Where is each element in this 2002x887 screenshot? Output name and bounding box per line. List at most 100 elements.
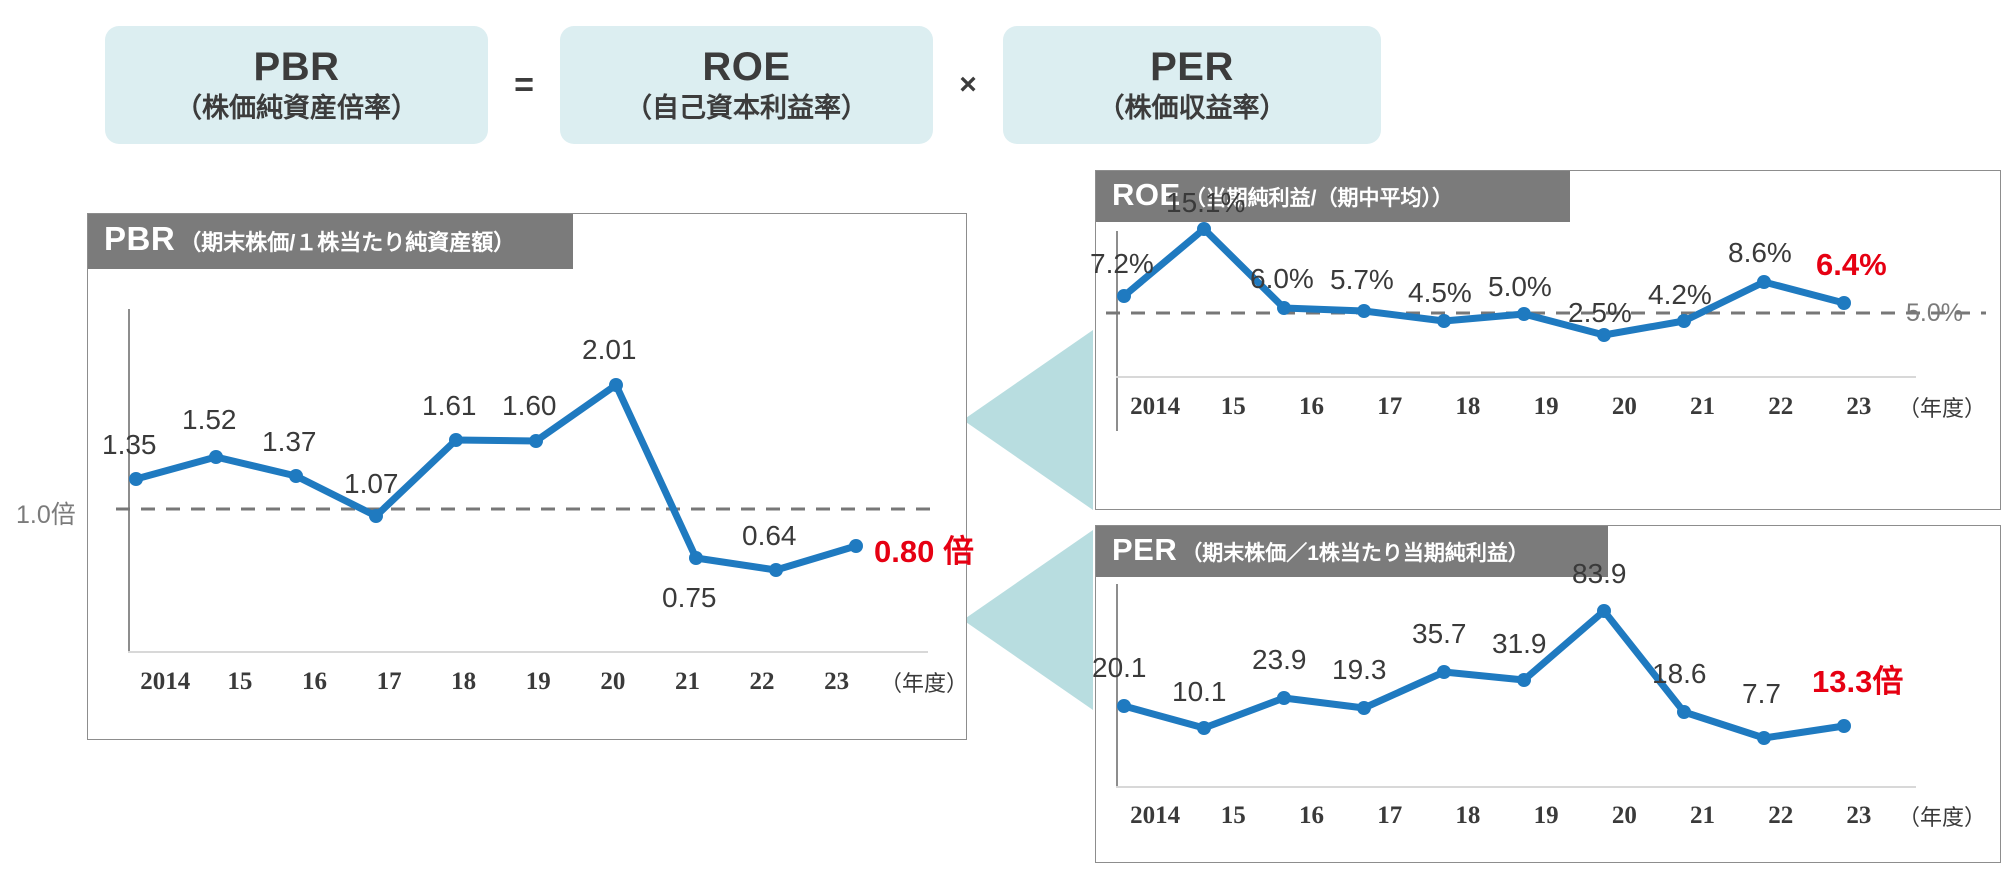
roe-series-svg <box>1106 222 1986 342</box>
roe-x-label-17: 17 <box>1377 393 1403 420</box>
formula-row: PBR （株価純資産倍率） = ROE （自己資本利益率） × PER （株価収… <box>0 12 2002 147</box>
roe-plot-area: 5.0% 7.2% 15.1% 6.0% 5.7% 4.5% 5.0% 2.5%… <box>1090 171 2000 509</box>
per-x-label-16: 16 <box>1299 802 1324 829</box>
roe-title-sub: （当期純利益/（期中平均）） <box>1184 187 1454 210</box>
per-x-label-23: 23 <box>1846 802 1872 829</box>
roe-x-label-18: 18 <box>1455 393 1481 420</box>
roe-title-main: ROE <box>1112 177 1181 212</box>
pbr-x-label-2014: 2014 <box>140 668 191 695</box>
roe-y-axis <box>1116 231 1118 431</box>
pbr-x-label-21: 21 <box>674 668 700 695</box>
pbr-chart-panel: PBR （期末株価/１株当たり純資産額） <box>16 213 974 740</box>
pbr-data-label-17: 1.07 <box>344 468 399 499</box>
pbr-threshold-label: 1.0倍 <box>16 501 76 529</box>
pbr-data-label-22: 0.64 <box>742 520 797 551</box>
pbr-data-label-20: 2.01 <box>582 334 637 365</box>
pbr-panel-title: PBR （期末株価/１株当たり純資産額） <box>88 214 573 269</box>
roe-x-labels: 2014 15 16 17 18 19 20 21 22 23 （年度） <box>1116 391 1986 423</box>
per-x-label-22: 22 <box>1768 802 1794 829</box>
roe-data-label-20: 2.5% <box>1568 297 1632 328</box>
arrow-per-to-pbr <box>963 530 1093 710</box>
roe-data-label-21: 4.2% <box>1648 279 1712 310</box>
roe-data-label-17: 5.7% <box>1330 264 1394 295</box>
roe-data-label-23: 6.4% <box>1816 247 1887 282</box>
formula-box-pbr: PBR （株価純資産倍率） <box>105 26 488 144</box>
pbr-x-label-20: 20 <box>600 668 626 695</box>
pbr-title-sub: （期末株価/１株当たり純資産額） <box>179 230 516 255</box>
pbr-x-label-23: 23 <box>824 668 850 695</box>
per-chart-panel: PER （期末株価／1株当たり当期純利益） <box>1092 525 2001 863</box>
roe-x-label-21: 21 <box>1690 393 1716 420</box>
formula-box-roe-title: ROE <box>702 44 791 89</box>
roe-data-label-22: 8.6% <box>1728 237 1792 268</box>
arrow-roe-to-pbr <box>963 330 1093 510</box>
per-data-label-21: 18.6 <box>1652 658 1707 689</box>
per-y-axis <box>1116 584 1118 786</box>
pbr-x-labels: 2014 15 16 17 18 19 20 21 22 23 （年度） <box>128 666 968 698</box>
pbr-x-label-18: 18 <box>451 668 477 695</box>
pbr-data-label-2014: 1.35 <box>102 429 157 460</box>
roe-x-axis <box>1116 376 1916 378</box>
pbr-x-axis <box>128 651 928 653</box>
per-data-label-18: 35.7 <box>1412 618 1467 649</box>
formula-box-pbr-title: PBR <box>253 44 340 89</box>
per-x-labels: 2014 15 16 17 18 19 20 21 22 23 （年度） <box>1116 800 1986 832</box>
per-data-label-19: 31.9 <box>1492 628 1547 659</box>
formula-box-pbr-subtitle: （株価純資産倍率） <box>175 92 418 123</box>
per-title-main: PER <box>1112 532 1178 567</box>
formula-box-roe-subtitle: （自己資本利益率） <box>625 92 868 123</box>
pbr-x-label-22: 22 <box>749 668 775 695</box>
roe-data-label-2014: 7.2% <box>1090 248 1154 279</box>
roe-data-label-16: 6.0% <box>1250 263 1314 294</box>
roe-x-label-23: 23 <box>1846 393 1872 420</box>
per-data-label-16: 23.9 <box>1252 644 1307 675</box>
formula-box-per: PER （株価収益率） <box>1003 26 1381 144</box>
roe-data-label-18: 4.5% <box>1408 277 1472 308</box>
per-panel-title: PER （期末株価／1株当たり当期純利益） <box>1096 526 1608 577</box>
pbr-series-svg <box>116 378 934 577</box>
formula-box-per-title: PER <box>1150 44 1234 89</box>
roe-x-label-20: 20 <box>1611 393 1637 420</box>
pbr-data-label-21: 0.75 <box>662 582 717 613</box>
roe-panel-title: ROE （当期純利益/（期中平均）） <box>1096 171 1570 222</box>
per-plot-area: 20.1 10.1 23.9 19.3 35.7 31.9 83.9 18.6 … <box>1092 526 2000 862</box>
per-x-label-2014: 2014 <box>1130 802 1181 829</box>
per-x-label-20: 20 <box>1611 802 1637 829</box>
pbr-data-label-18: 1.61 <box>422 390 477 421</box>
pbr-x-label-17: 17 <box>376 668 402 695</box>
roe-x-label-16: 16 <box>1299 393 1324 420</box>
per-data-label-2014: 20.1 <box>1092 652 1147 683</box>
pbr-data-label-15: 1.52 <box>182 404 237 435</box>
pbr-plot-area: 1.0倍 1.35 1.52 1.37 1.07 1.61 1.60 2.01 … <box>16 214 974 739</box>
pbr-axis-unit: （年度） <box>879 671 968 696</box>
per-x-label-18: 18 <box>1455 802 1481 829</box>
roe-x-label-15: 15 <box>1220 393 1246 420</box>
per-data-label-23: 13.3倍 <box>1812 664 1904 699</box>
per-series-svg <box>1117 604 1851 745</box>
roe-x-label-19: 19 <box>1533 393 1559 420</box>
formula-box-roe: ROE （自己資本利益率） <box>560 26 933 144</box>
per-x-label-17: 17 <box>1377 802 1403 829</box>
per-data-label-20: 83.9 <box>1572 558 1627 589</box>
pbr-x-label-16: 16 <box>301 668 327 695</box>
pbr-data-label-23: 0.80 倍 <box>874 534 974 569</box>
roe-data-label-19: 5.0% <box>1488 271 1552 302</box>
per-x-axis <box>1116 786 1916 788</box>
per-title-sub: （期末株価／1株当たり当期純利益） <box>1181 542 1529 565</box>
pbr-x-label-15: 15 <box>227 668 253 695</box>
multiply-operator: × <box>959 68 977 101</box>
per-data-label-15: 10.1 <box>1172 676 1227 707</box>
roe-axis-unit: （年度） <box>1898 396 1987 421</box>
equals-operator: = <box>514 65 534 104</box>
per-data-label-17: 19.3 <box>1332 654 1387 685</box>
roe-data-label-15: 15.1% <box>1166 187 1246 218</box>
pbr-y-axis <box>128 309 130 651</box>
pbr-data-label-16: 1.37 <box>262 426 317 457</box>
per-x-label-19: 19 <box>1533 802 1559 829</box>
roe-chart-panel: ROE （当期純利益/（期中平均）） <box>1090 170 2001 510</box>
roe-x-label-22: 22 <box>1768 393 1794 420</box>
pbr-x-label-19: 19 <box>525 668 551 695</box>
roe-threshold-label: 5.0% <box>1906 299 1963 327</box>
formula-box-per-subtitle: （株価収益率） <box>1097 92 1287 123</box>
